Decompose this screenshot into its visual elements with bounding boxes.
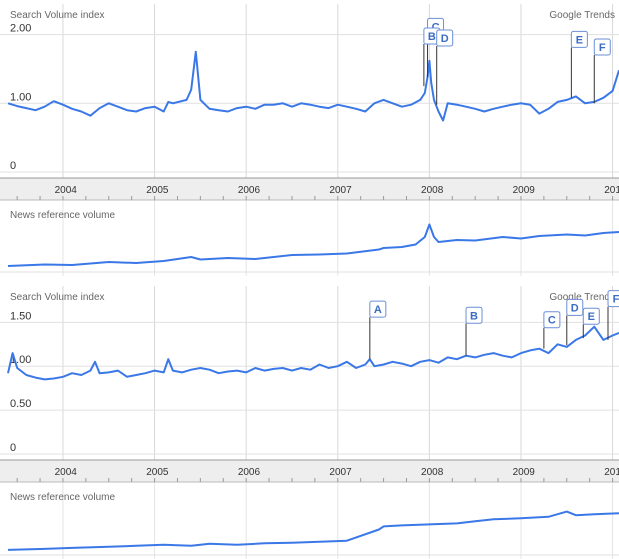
- search-volume-line: [7, 325, 619, 381]
- x-tick-label: 2004: [55, 467, 78, 478]
- x-tick-label: 2009: [513, 467, 536, 478]
- annotation-flag-f: [593, 38, 611, 56]
- annotation-label: D: [571, 302, 579, 314]
- y-tick-label: 1.00: [10, 91, 31, 103]
- annotation-flag-a: [369, 300, 387, 318]
- google-trends-watermark: Google Trends: [549, 10, 615, 21]
- x-tick-label: 2007: [329, 467, 352, 478]
- chart-title: Search Volume index: [10, 10, 105, 21]
- annotation-flag-f: [607, 290, 619, 308]
- annotation-label: E: [576, 34, 583, 46]
- annotation-label: A: [374, 304, 382, 316]
- x-tick-label: 2008: [421, 185, 444, 196]
- news-reference-line: [7, 510, 619, 551]
- x-tick-label: 2004: [55, 185, 78, 196]
- x-tick-label: 2010: [604, 185, 619, 196]
- news-reference-label: News reference volume: [10, 492, 115, 503]
- annotation-flag-e: [570, 30, 588, 48]
- x-tick-label: 2010: [604, 467, 619, 478]
- annotation-flag-e: [582, 307, 600, 325]
- x-tick-label: 2005: [146, 185, 169, 196]
- chart-panel-1: 2.00 1.00 0 Search Volume index Google Trend…: [0, 4, 619, 276]
- x-tick-label: 2008: [421, 467, 444, 478]
- google-trends-watermark: Google Trends: [549, 292, 615, 303]
- x-tick-label: 2005: [146, 467, 169, 478]
- chart-title: Search Volume index: [10, 292, 105, 303]
- y-tick-label: 1.50: [10, 310, 31, 322]
- annotation-flag-d: [566, 298, 584, 316]
- y-tick-label: 0.50: [10, 398, 31, 410]
- x-tick-label: 2006: [238, 467, 261, 478]
- year-band: [0, 460, 619, 482]
- annotation-label: C: [432, 21, 440, 33]
- annotation-label: B: [428, 31, 436, 43]
- annotation-flag-d: [436, 29, 454, 47]
- annotation-label: D: [441, 33, 449, 45]
- annotation-label: E: [588, 311, 595, 323]
- annotation-label: F: [599, 42, 606, 54]
- x-tick-label: 2006: [238, 185, 261, 196]
- y-tick-label: 2.00: [10, 23, 31, 35]
- news-reference-label: News reference volume: [10, 210, 115, 221]
- annotation-label: B: [470, 310, 478, 322]
- news-reference-line: [7, 223, 619, 267]
- x-tick-label: 2007: [329, 185, 352, 196]
- search-volume-line: [7, 50, 619, 122]
- y-tick-label: 0: [10, 160, 16, 172]
- year-band: [0, 178, 619, 200]
- annotation-label: C: [548, 315, 556, 327]
- annotation-flag-c: [543, 311, 561, 329]
- x-tick-label: 2009: [513, 185, 536, 196]
- annotation-label: F: [613, 294, 619, 306]
- annotation-flag-b: [465, 306, 483, 324]
- y-tick-label: 0: [10, 442, 16, 454]
